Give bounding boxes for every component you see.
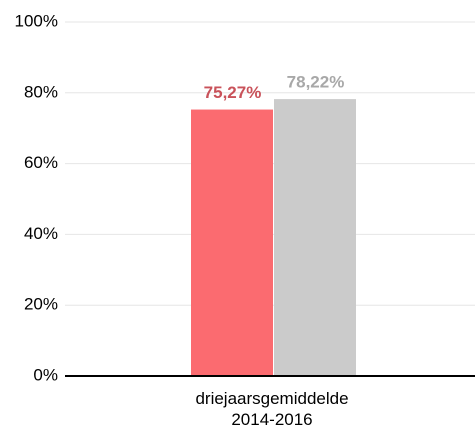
value-label: 75,27% [204, 83, 262, 102]
bar [274, 99, 356, 376]
y-tick-label: 40% [24, 224, 58, 243]
bar [191, 109, 273, 377]
y-tick-label: 80% [24, 82, 58, 101]
x-tick-label: driejaarsgemiddelde 2014-2016 [195, 389, 349, 429]
y-tick-label: 0% [33, 365, 58, 384]
y-tick-label: 20% [24, 295, 58, 314]
y-tick-label: 100% [15, 11, 58, 30]
y-tick-label: 60% [24, 153, 58, 172]
value-label: 78,22% [287, 73, 345, 92]
